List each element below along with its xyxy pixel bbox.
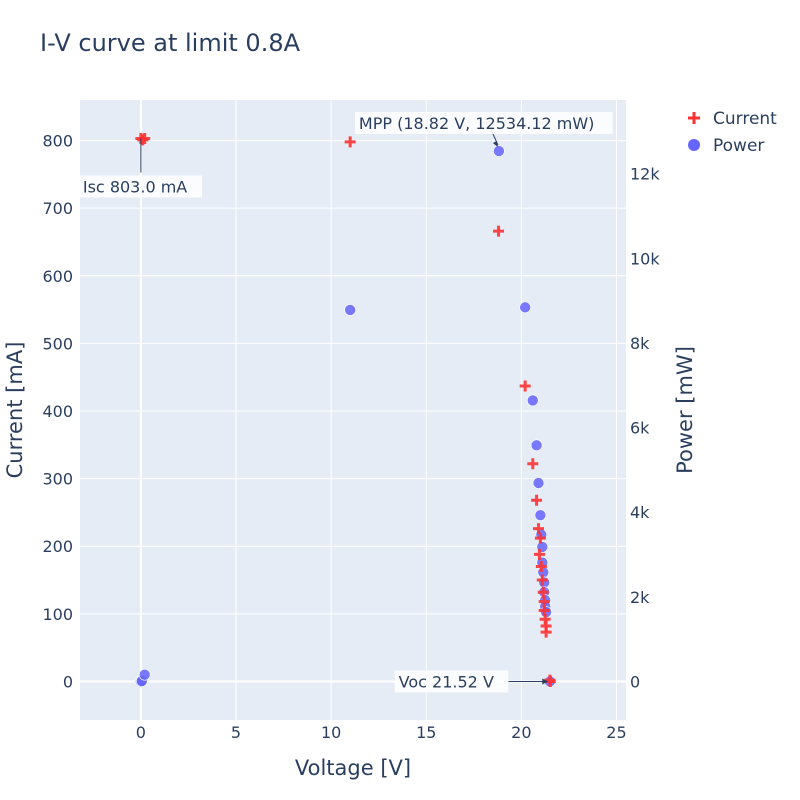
- y2-tick-label: 0: [630, 672, 640, 691]
- current-point: [531, 494, 543, 506]
- x-tick-label: 15: [416, 723, 436, 742]
- y2-tick-label: 10k: [630, 249, 660, 268]
- chart-title: I-V curve at limit 0.8A: [40, 29, 301, 57]
- y-tick-label: 100: [42, 605, 73, 624]
- mpp-annotation: MPP (18.82 V, 12534.12 mW): [354, 112, 613, 135]
- mpp-annotation-text: MPP (18.82 V, 12534.12 mW): [359, 114, 595, 133]
- y-tick-label: 800: [42, 132, 73, 151]
- y-axis-label: Current [mA]: [3, 342, 27, 479]
- mpp-arrowhead: [492, 141, 498, 148]
- legend-item-power[interactable]: Power: [688, 136, 764, 156]
- y-tick-label: 600: [42, 267, 73, 286]
- y-tick-label: 500: [42, 334, 73, 353]
- power-point: [493, 145, 505, 157]
- current-point: [519, 380, 531, 392]
- x-tick-label: 25: [606, 723, 626, 742]
- current-point: [532, 523, 544, 535]
- legend-current-label: Current: [713, 109, 777, 129]
- current-point: [536, 574, 548, 586]
- x-axis-label: Voltage [V]: [295, 756, 411, 780]
- y2-tick-label: 6k: [630, 419, 650, 438]
- x-tick-label: 0: [136, 723, 146, 742]
- voc-annotation: Voc 21.52 V: [394, 670, 509, 693]
- x-tick-label: 5: [231, 723, 241, 742]
- y2-axis-label: Power [mW]: [673, 346, 697, 474]
- voc-arrowhead: [542, 678, 549, 685]
- current-point: [540, 626, 552, 638]
- y-tick-label: 200: [42, 537, 73, 556]
- y-tick-label: 700: [42, 199, 73, 218]
- y-tick-label: 300: [42, 470, 73, 489]
- current-point: [493, 225, 505, 237]
- plot-area: [80, 100, 626, 720]
- y2-tick-label: 8k: [630, 334, 650, 353]
- power-point: [138, 668, 151, 681]
- voc-annotation-text: Voc 21.52 V: [399, 672, 494, 691]
- voc-annotation-box: [394, 670, 509, 693]
- power-point: [526, 394, 539, 407]
- current-point: [527, 458, 539, 470]
- legend-power-marker: [688, 139, 700, 151]
- legend-power-label: Power: [713, 136, 764, 156]
- power-point: [532, 477, 545, 489]
- mpp-annotation-box: [354, 112, 613, 135]
- legend-current-marker: [688, 112, 700, 124]
- x-tick-label: 10: [321, 723, 341, 742]
- power-point: [519, 301, 531, 314]
- y-tick-label: 0: [63, 672, 73, 691]
- current-point: [537, 586, 549, 598]
- isc-annotation-text: Isc 803.0 mA: [83, 178, 187, 197]
- current-point: [534, 532, 546, 544]
- legend[interactable]: Current Power: [688, 109, 777, 156]
- x-tick-label: 20: [511, 723, 531, 742]
- power-point: [530, 439, 543, 452]
- y-tick-label: 400: [42, 402, 73, 421]
- current-point: [533, 548, 545, 560]
- y2-tick-label: 2k: [630, 588, 650, 607]
- power-point: [534, 509, 547, 521]
- power-point: [344, 304, 356, 316]
- isc-annotation-box: [78, 175, 203, 198]
- y2-tick-label: 4k: [630, 503, 650, 522]
- isc-annotation: Isc 803.0 mA: [78, 175, 203, 198]
- tick-labels: 0 5 10 15 20 25 0 100 200 300 400 500 600 700 800 0 2k 4k…: [42, 132, 660, 742]
- current-point: [344, 136, 356, 148]
- legend-item-current[interactable]: Current: [688, 109, 777, 129]
- data-marks: [135, 133, 556, 688]
- current-point: [535, 561, 547, 573]
- annotations: MPP (18.82 V, 12534.12 mW) Isc 803.0 mA Vo…: [78, 112, 613, 693]
- y2-tick-label: 12k: [630, 165, 660, 184]
